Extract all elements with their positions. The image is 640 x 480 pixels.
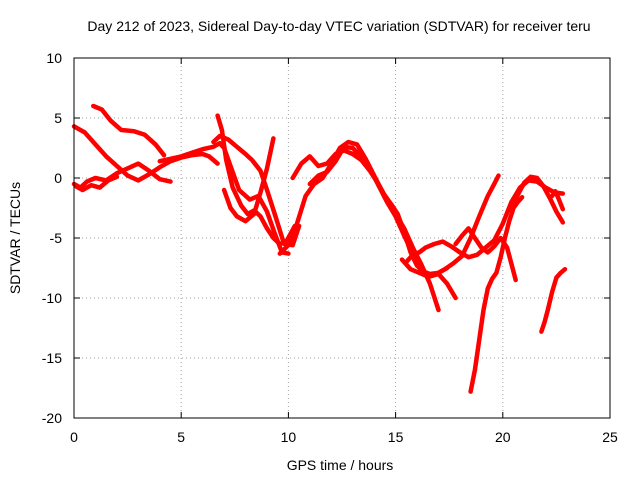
y-tick-label: 10 — [46, 50, 62, 66]
y-tick-label: -10 — [42, 290, 62, 306]
series-arc-10 — [290, 148, 441, 313]
x-tick-labels: 0 5 10 15 20 25 — [70, 429, 618, 445]
x-tick-label: 0 — [70, 429, 78, 445]
y-tick-label: 0 — [54, 170, 62, 186]
series-arc-13 — [404, 178, 566, 265]
y-tick-label: -5 — [50, 230, 63, 246]
series-arc-2 — [71, 161, 173, 190]
series-arc-4 — [91, 103, 167, 158]
x-tick-label: 25 — [602, 429, 618, 445]
y-axis-label: SDTVAR / TECUs — [7, 182, 23, 294]
series-arc-15 — [468, 194, 525, 394]
x-tick-label: 20 — [495, 429, 511, 445]
x-axis-label: GPS time / hours — [287, 457, 394, 473]
series-arc-18 — [549, 188, 566, 212]
series-arc-3 — [73, 174, 120, 193]
series-arc-8 — [221, 136, 276, 224]
series-arc-17 — [539, 266, 568, 334]
y-tick-label: -15 — [42, 350, 62, 366]
series-arc-6 — [215, 113, 298, 247]
series-arc-12 — [399, 173, 501, 279]
series-arc-7 — [211, 133, 302, 248]
x-tick-label: 10 — [281, 429, 297, 445]
y-tick-labels: 10 5 0 -5 -10 -15 -20 — [42, 50, 62, 426]
grid — [74, 58, 610, 418]
x-tick-label: 15 — [388, 429, 404, 445]
series-arc-16 — [509, 174, 566, 225]
series-arc-1 — [71, 124, 220, 183]
y-tick-label: 5 — [54, 110, 62, 126]
y-tick-label: -20 — [42, 410, 62, 426]
axis-ticks — [73, 57, 611, 419]
x-tick-label: 5 — [177, 429, 185, 445]
chart-title: Day 212 of 2023, Sidereal Day-to-day VTE… — [87, 18, 590, 34]
data-series — [71, 103, 568, 394]
